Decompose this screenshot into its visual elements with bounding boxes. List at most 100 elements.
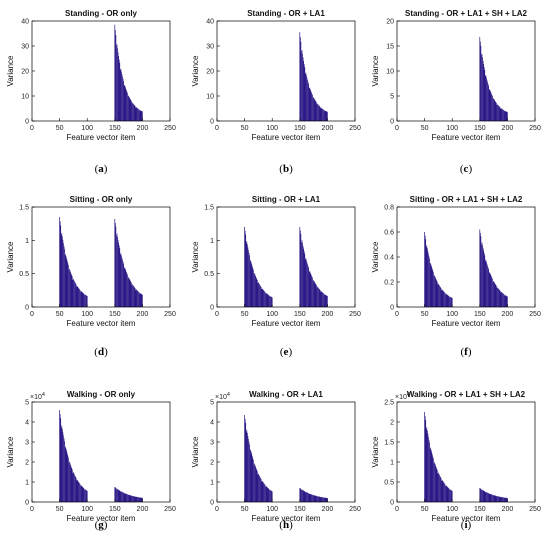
x-tick-label: 250 <box>529 125 541 132</box>
bar <box>444 292 445 307</box>
bar <box>449 489 450 502</box>
bar <box>483 491 485 502</box>
chart-b: 0 50 100 150 200 250 0 10 20 30 40 Standing - OR + … <box>191 9 361 175</box>
bar <box>255 466 256 502</box>
bar <box>121 491 122 502</box>
bar <box>446 486 448 502</box>
bar <box>271 297 272 307</box>
bar <box>304 492 306 502</box>
y-axis-label: Variance <box>6 241 15 273</box>
bar <box>300 37 301 121</box>
bar <box>123 85 125 121</box>
chart-title: Walking - OR only <box>67 390 136 399</box>
y-tick-label: 0.4 <box>384 255 394 262</box>
bar <box>135 107 137 121</box>
y-tick-label: 0 <box>390 500 394 507</box>
bar <box>436 470 438 502</box>
bar <box>116 489 117 502</box>
chart-g: 0 50 100 150 200 250 0 1 2 3 4 5×104 Walking - OR on… <box>6 390 176 531</box>
bar <box>120 253 122 307</box>
bar <box>61 233 63 307</box>
bar <box>78 481 79 502</box>
bar <box>118 59 120 121</box>
bar <box>484 492 486 502</box>
bar <box>80 291 81 307</box>
bar <box>490 494 492 502</box>
bar <box>133 104 135 121</box>
bar <box>244 227 245 307</box>
bar <box>426 245 428 307</box>
bar <box>442 290 444 307</box>
bar <box>85 294 86 307</box>
bar <box>312 280 314 307</box>
y-tick-label: 0 <box>25 500 29 507</box>
bar <box>247 244 248 307</box>
bar <box>489 493 491 502</box>
bar <box>128 96 130 121</box>
x-tick-label: 150 <box>294 125 306 132</box>
bar <box>446 486 448 502</box>
y-axis-label: Variance <box>6 55 15 87</box>
bar <box>138 109 140 121</box>
bar <box>427 430 428 502</box>
bar <box>79 289 80 307</box>
y-tick-label: 10 <box>206 94 214 101</box>
bar <box>268 295 270 307</box>
bar <box>124 268 126 307</box>
bar <box>117 489 118 502</box>
bar <box>489 273 491 307</box>
bar <box>259 284 260 307</box>
bar <box>431 267 433 307</box>
bar <box>324 294 326 307</box>
bar <box>441 480 443 502</box>
bar <box>319 289 321 307</box>
bar <box>316 104 318 121</box>
bar <box>440 478 442 502</box>
bar <box>430 447 432 502</box>
bar <box>73 473 75 502</box>
bar <box>451 490 452 502</box>
bar <box>299 488 301 502</box>
bar <box>310 90 312 121</box>
x-tick-label: 150 <box>294 311 306 318</box>
bar <box>306 260 307 307</box>
bar <box>492 281 494 307</box>
bar <box>324 111 325 121</box>
bar <box>302 490 304 502</box>
bar <box>304 73 306 121</box>
panel-label: (g) <box>95 519 108 531</box>
bar <box>63 438 65 502</box>
y-tick-label: 20 <box>21 69 29 76</box>
bar <box>137 108 139 121</box>
bar <box>488 85 489 121</box>
bar <box>139 497 140 502</box>
bar <box>122 492 123 502</box>
bar <box>246 241 248 307</box>
bar <box>84 489 85 502</box>
bar <box>430 265 432 307</box>
y-tick-label: 1 <box>210 480 214 487</box>
bar <box>136 496 138 502</box>
x-tick-label: 50 <box>241 125 249 132</box>
bar <box>117 236 118 307</box>
bar <box>69 461 70 502</box>
bar <box>139 110 141 121</box>
bar <box>120 68 122 121</box>
bar <box>136 107 138 121</box>
bar <box>132 496 134 502</box>
bar-series <box>424 229 508 307</box>
bar <box>483 250 485 307</box>
bar <box>124 493 126 502</box>
bar <box>323 109 324 121</box>
bar <box>129 280 131 307</box>
bar <box>303 64 305 121</box>
bar <box>485 491 487 502</box>
bar <box>322 292 323 307</box>
x-tick-label: 150 <box>474 311 486 318</box>
bar <box>74 281 75 307</box>
y-exponent: ×104 <box>215 392 230 401</box>
y-exponent: ×104 <box>395 392 410 401</box>
bar <box>122 78 124 121</box>
bar-series <box>244 227 328 307</box>
bar <box>440 287 441 307</box>
